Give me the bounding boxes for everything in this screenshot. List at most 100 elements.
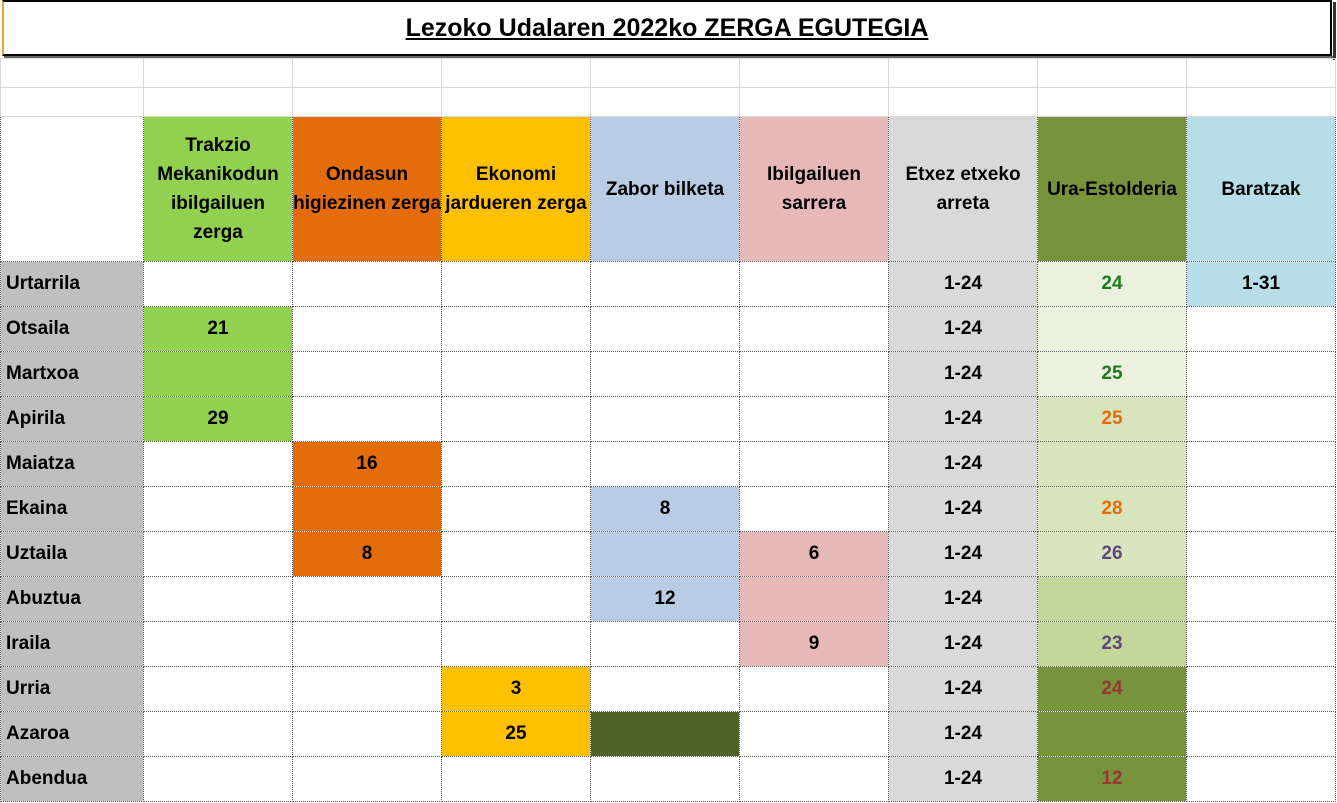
date-cell[interactable] — [590, 621, 740, 667]
column-header[interactable]: Trakzio Mekanikodun ibilgailuen zerga — [143, 116, 293, 262]
date-cell[interactable] — [1186, 621, 1336, 667]
date-cell[interactable] — [739, 666, 889, 712]
date-cell[interactable]: 24 — [1037, 261, 1187, 307]
date-cell[interactable]: 25 — [441, 711, 591, 757]
date-cell[interactable]: 1-24 — [888, 486, 1038, 532]
date-cell[interactable] — [441, 396, 591, 442]
month-label[interactable]: Abuztua — [0, 576, 144, 622]
month-label[interactable]: Azaroa — [0, 711, 144, 757]
date-cell[interactable] — [739, 756, 889, 802]
date-cell[interactable] — [1186, 441, 1336, 487]
empty-cell[interactable] — [1186, 58, 1336, 88]
date-cell[interactable] — [292, 711, 442, 757]
date-cell[interactable]: 1-24 — [888, 396, 1038, 442]
date-cell[interactable]: 1-24 — [888, 351, 1038, 397]
date-cell[interactable] — [292, 486, 442, 532]
date-cell[interactable]: 1-24 — [888, 306, 1038, 352]
date-cell[interactable] — [739, 576, 889, 622]
date-cell[interactable] — [441, 306, 591, 352]
date-cell[interactable]: 1-24 — [888, 756, 1038, 802]
column-header[interactable]: Baratzak — [1186, 116, 1336, 262]
date-cell[interactable] — [292, 261, 442, 307]
date-cell[interactable] — [739, 261, 889, 307]
date-cell[interactable] — [590, 306, 740, 352]
date-cell[interactable]: 21 — [143, 306, 293, 352]
date-cell[interactable] — [441, 351, 591, 397]
date-cell[interactable]: 6 — [739, 531, 889, 577]
date-cell[interactable] — [143, 261, 293, 307]
empty-cell[interactable] — [143, 58, 293, 88]
empty-cell[interactable] — [292, 87, 442, 117]
date-cell[interactable]: 8 — [590, 486, 740, 532]
date-cell[interactable]: 1-24 — [888, 576, 1038, 622]
date-cell[interactable] — [1037, 306, 1187, 352]
date-cell[interactable] — [739, 351, 889, 397]
date-cell[interactable] — [143, 441, 293, 487]
date-cell[interactable] — [143, 576, 293, 622]
date-cell[interactable]: 25 — [1037, 351, 1187, 397]
date-cell[interactable] — [590, 351, 740, 397]
empty-cell[interactable] — [441, 58, 591, 88]
date-cell[interactable]: 16 — [292, 441, 442, 487]
date-cell[interactable] — [292, 621, 442, 667]
date-cell[interactable] — [441, 756, 591, 802]
date-cell[interactable] — [292, 351, 442, 397]
empty-cell[interactable] — [888, 58, 1038, 88]
date-cell[interactable]: 1-24 — [888, 441, 1038, 487]
date-cell[interactable]: 8 — [292, 531, 442, 577]
date-cell[interactable] — [441, 441, 591, 487]
date-cell[interactable] — [441, 576, 591, 622]
date-cell[interactable]: 1-24 — [888, 261, 1038, 307]
empty-cell[interactable] — [1186, 87, 1336, 117]
month-label[interactable]: Iraila — [0, 621, 144, 667]
column-header[interactable]: Ibilgailuen sarrera — [739, 116, 889, 262]
date-cell[interactable] — [441, 486, 591, 532]
date-cell[interactable] — [739, 396, 889, 442]
date-cell[interactable]: 1-24 — [888, 531, 1038, 577]
date-cell[interactable] — [1186, 666, 1336, 712]
date-cell[interactable]: 1-31 — [1186, 261, 1336, 307]
date-cell[interactable] — [143, 666, 293, 712]
month-label[interactable]: Martxoa — [0, 351, 144, 397]
month-label[interactable]: Otsaila — [0, 306, 144, 352]
date-cell[interactable] — [1186, 531, 1336, 577]
date-cell[interactable] — [143, 711, 293, 757]
date-cell[interactable]: 26 — [1037, 531, 1187, 577]
date-cell[interactable]: 12 — [1037, 756, 1187, 802]
month-label[interactable]: Apirila — [0, 396, 144, 442]
date-cell[interactable] — [590, 756, 740, 802]
date-cell[interactable] — [143, 531, 293, 577]
date-cell[interactable] — [739, 486, 889, 532]
month-label[interactable]: Urtarrila — [0, 261, 144, 307]
date-cell[interactable] — [1186, 486, 1336, 532]
date-cell[interactable] — [441, 531, 591, 577]
date-cell[interactable] — [292, 396, 442, 442]
date-cell[interactable] — [739, 711, 889, 757]
date-cell[interactable] — [292, 666, 442, 712]
date-cell[interactable] — [1186, 306, 1336, 352]
month-label[interactable]: Ekaina — [0, 486, 144, 532]
date-cell[interactable] — [1186, 711, 1336, 757]
empty-cell[interactable] — [739, 87, 889, 117]
date-cell[interactable] — [441, 261, 591, 307]
empty-cell[interactable] — [292, 58, 442, 88]
date-cell[interactable] — [292, 576, 442, 622]
empty-cell[interactable] — [441, 87, 591, 117]
date-cell[interactable]: 1-24 — [888, 666, 1038, 712]
empty-cell[interactable] — [888, 87, 1038, 117]
empty-cell[interactable] — [1037, 87, 1187, 117]
date-cell[interactable] — [590, 711, 740, 757]
date-cell[interactable] — [292, 756, 442, 802]
date-cell[interactable] — [590, 666, 740, 712]
date-cell[interactable] — [1186, 351, 1336, 397]
column-header[interactable]: Etxez etxeko arreta — [888, 116, 1038, 262]
date-cell[interactable] — [441, 621, 591, 667]
empty-cell[interactable] — [1037, 58, 1187, 88]
month-label[interactable]: Maiatza — [0, 441, 144, 487]
corner-cell[interactable] — [0, 116, 144, 262]
date-cell[interactable]: 1-24 — [888, 711, 1038, 757]
date-cell[interactable] — [1037, 441, 1187, 487]
column-header[interactable]: Ekonomi jardueren zerga — [441, 116, 591, 262]
date-cell[interactable]: 1-24 — [888, 621, 1038, 667]
date-cell[interactable] — [143, 486, 293, 532]
